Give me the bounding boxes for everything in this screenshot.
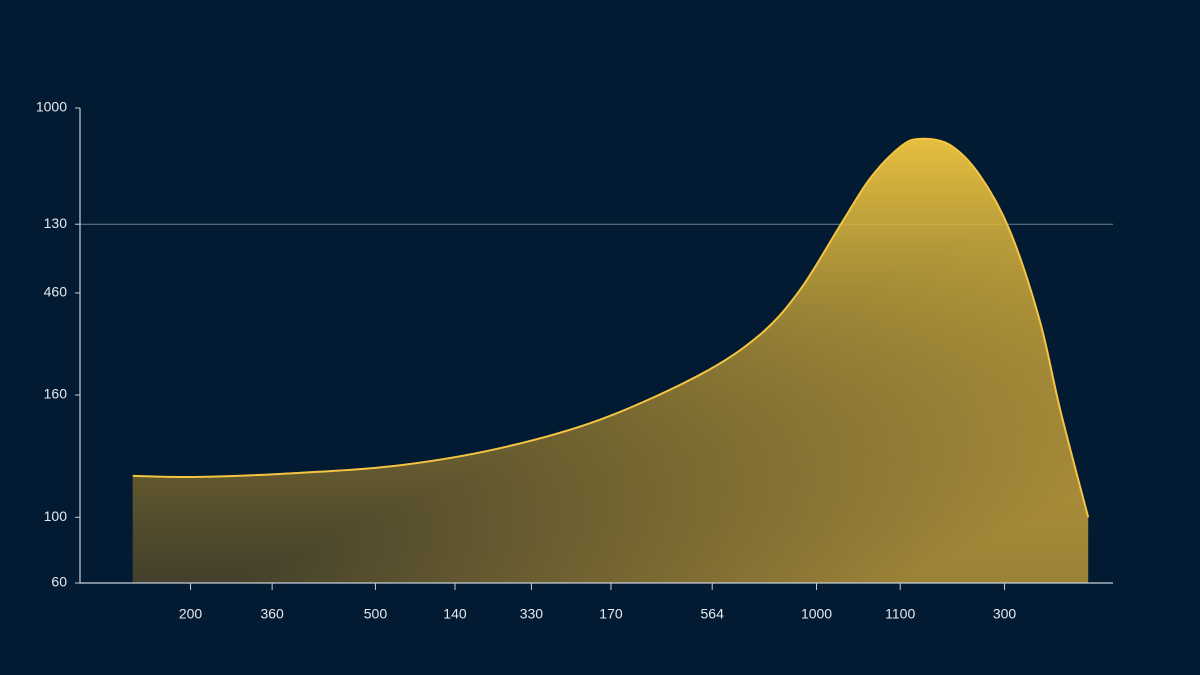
- y-tick-label: 60: [51, 574, 67, 590]
- y-tick-label: 130: [44, 215, 68, 231]
- x-tick-label: 140: [443, 606, 467, 622]
- area-line: [132, 137, 1090, 518]
- y-tick-label: 460: [44, 284, 68, 300]
- y-tick-label: 1000: [36, 99, 67, 115]
- y-tick-label: 100: [44, 508, 68, 524]
- x-tick-label: 170: [599, 606, 623, 622]
- y-tick-label: 160: [44, 386, 68, 402]
- x-tick-label: 1000: [801, 606, 832, 622]
- x-tick-label: 200: [179, 606, 203, 622]
- x-tick-label: 300: [993, 606, 1017, 622]
- x-tick-label: 360: [260, 606, 284, 622]
- area-shade: [132, 138, 1089, 583]
- x-tick-label: 1100: [885, 606, 915, 622]
- x-tick-label: 500: [364, 606, 388, 622]
- x-tick-label: 330: [520, 606, 544, 622]
- x-tick-label: 564: [701, 606, 725, 622]
